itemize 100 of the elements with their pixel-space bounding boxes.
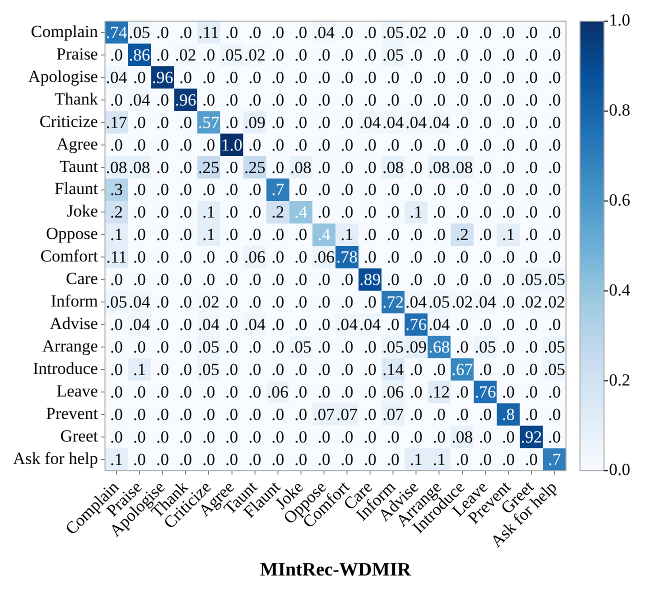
- data-label: .0: [294, 315, 308, 334]
- data-label: .04: [128, 90, 151, 110]
- y-tick-label: Praise: [56, 44, 98, 64]
- data-label: .0: [294, 225, 308, 244]
- data-label: .0: [525, 45, 538, 64]
- data-label: .05: [544, 270, 566, 290]
- data-label: .1: [410, 202, 423, 222]
- data-label: .0: [318, 270, 330, 290]
- data-label: .0: [318, 427, 330, 446]
- data-label: .0: [156, 112, 169, 132]
- data-label: .0: [340, 427, 354, 446]
- data-label: .05: [382, 338, 404, 357]
- data-label: .0: [225, 315, 238, 334]
- data-label: .04: [359, 112, 382, 132]
- data-label: .0: [248, 382, 262, 402]
- data-label: .0: [364, 202, 376, 222]
- data-label: .0: [133, 404, 146, 424]
- data-label: .0: [156, 180, 169, 200]
- data-label: .0: [271, 45, 284, 64]
- y-tick-label: Oppose: [46, 224, 98, 244]
- data-label: .0: [478, 225, 492, 244]
- data-label: .0: [478, 112, 492, 132]
- data-label: .0: [225, 248, 238, 267]
- data-label: .0: [502, 315, 515, 334]
- data-label: .0: [456, 112, 469, 132]
- y-tick-label: Ask for help: [13, 448, 98, 468]
- data-label: .0: [156, 292, 169, 312]
- data-label: .0: [340, 135, 354, 154]
- data-label: .0: [340, 338, 354, 357]
- data-label: .0: [179, 404, 192, 424]
- data-label: .05: [198, 338, 220, 357]
- data-label: .0: [271, 270, 284, 290]
- data-label: .0: [525, 180, 538, 200]
- y-tick-label: Flaunt: [54, 179, 98, 198]
- data-label: .0: [478, 450, 492, 469]
- data-label: .0: [410, 68, 423, 87]
- data-label: .0: [225, 202, 238, 222]
- data-label: .0: [156, 404, 169, 424]
- data-label: .0: [156, 360, 169, 380]
- data-label: .67: [452, 360, 474, 380]
- data-label: .08: [106, 158, 128, 177]
- data-label: .0: [548, 22, 561, 42]
- data-label: .09: [406, 338, 427, 357]
- data-label: .0: [478, 315, 492, 334]
- data-label: .0: [432, 225, 446, 244]
- data-label: .0: [202, 270, 216, 290]
- data-label: .05: [290, 338, 312, 357]
- data-label: .06: [313, 248, 335, 267]
- data-label: .0: [225, 427, 238, 446]
- y-tick-label: Agree: [56, 134, 98, 154]
- data-label: .0: [456, 248, 469, 267]
- data-label: .7: [548, 450, 562, 469]
- data-label: .0: [225, 68, 238, 87]
- data-label: .0: [294, 292, 308, 312]
- data-label: .0: [432, 135, 446, 154]
- data-label: .0: [248, 292, 262, 312]
- data-label: .02: [544, 292, 566, 312]
- data-label: .0: [156, 158, 169, 177]
- data-label: .0: [410, 248, 423, 267]
- color-bar-label: 1.0: [609, 10, 630, 30]
- data-label: .0: [432, 90, 446, 110]
- data-label: .0: [456, 68, 469, 87]
- data-label: .0: [364, 382, 376, 402]
- data-label: .02: [175, 45, 196, 64]
- data-label: .0: [225, 292, 238, 312]
- data-label: .0: [225, 270, 238, 290]
- data-label: .0: [548, 90, 561, 110]
- data-label: .86: [128, 45, 150, 64]
- data-label: .0: [202, 382, 216, 402]
- data-label: .0: [179, 180, 192, 200]
- data-label: .0: [432, 427, 446, 446]
- data-label: .0: [133, 427, 146, 446]
- data-label: .0: [432, 248, 446, 267]
- data-label: .0: [294, 68, 308, 87]
- data-label: .0: [502, 338, 515, 357]
- data-label: .0: [364, 45, 376, 64]
- data-label: .96: [175, 90, 196, 110]
- data-label: .0: [225, 382, 238, 402]
- data-label: .0: [502, 22, 515, 42]
- data-label: .0: [271, 22, 284, 42]
- data-label: .0: [410, 270, 423, 290]
- data-label: .0: [225, 22, 238, 42]
- color-bar-label: 0.4: [609, 280, 631, 300]
- data-label: .0: [525, 450, 538, 469]
- data-label: .0: [110, 404, 123, 424]
- data-label: .0: [525, 135, 538, 154]
- data-label: .06: [267, 382, 288, 402]
- data-label: .0: [364, 180, 376, 200]
- data-label: .0: [432, 68, 446, 87]
- data-label: .0: [318, 292, 330, 312]
- data-label: .1: [202, 202, 216, 222]
- data-label: .0: [502, 427, 515, 446]
- data-label: .0: [179, 68, 192, 87]
- data-label: .25: [198, 158, 220, 177]
- data-label: .0: [502, 270, 515, 290]
- data-label: .0: [525, 22, 538, 42]
- y-tick-label: Arrange: [42, 336, 98, 356]
- data-label: .0: [340, 45, 354, 64]
- data-label: .0: [525, 68, 538, 87]
- data-label: .0: [525, 382, 538, 402]
